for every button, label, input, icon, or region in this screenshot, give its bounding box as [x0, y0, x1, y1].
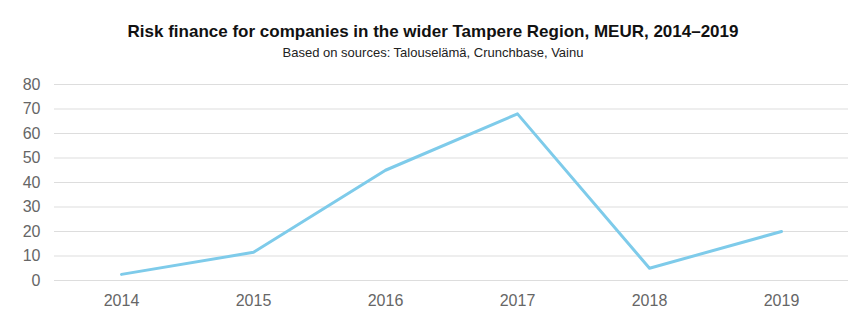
- svg-text:70: 70: [23, 100, 41, 117]
- svg-text:0: 0: [32, 272, 41, 289]
- svg-text:2019: 2019: [764, 292, 800, 309]
- svg-text:50: 50: [23, 149, 41, 166]
- svg-text:10: 10: [23, 247, 41, 264]
- svg-text:30: 30: [23, 198, 41, 215]
- svg-text:2016: 2016: [368, 292, 404, 309]
- svg-text:2014: 2014: [104, 292, 140, 309]
- html-text:Risk finance for companies in: Risk finance for companies in the wider …: [127, 22, 739, 41]
- svg-text:2018: 2018: [632, 292, 668, 309]
- svg-text:2015: 2015: [236, 292, 272, 309]
- svg-text:20: 20: [23, 223, 41, 240]
- svg-text:60: 60: [23, 125, 41, 142]
- svg-text:2017: 2017: [500, 292, 536, 309]
- svg-text:80: 80: [23, 76, 41, 93]
- svg-text:40: 40: [23, 174, 41, 191]
- html-text:Based on sources: Talouselämä,: Based on sources: Talouselämä, Crunchbas…: [282, 45, 584, 60]
